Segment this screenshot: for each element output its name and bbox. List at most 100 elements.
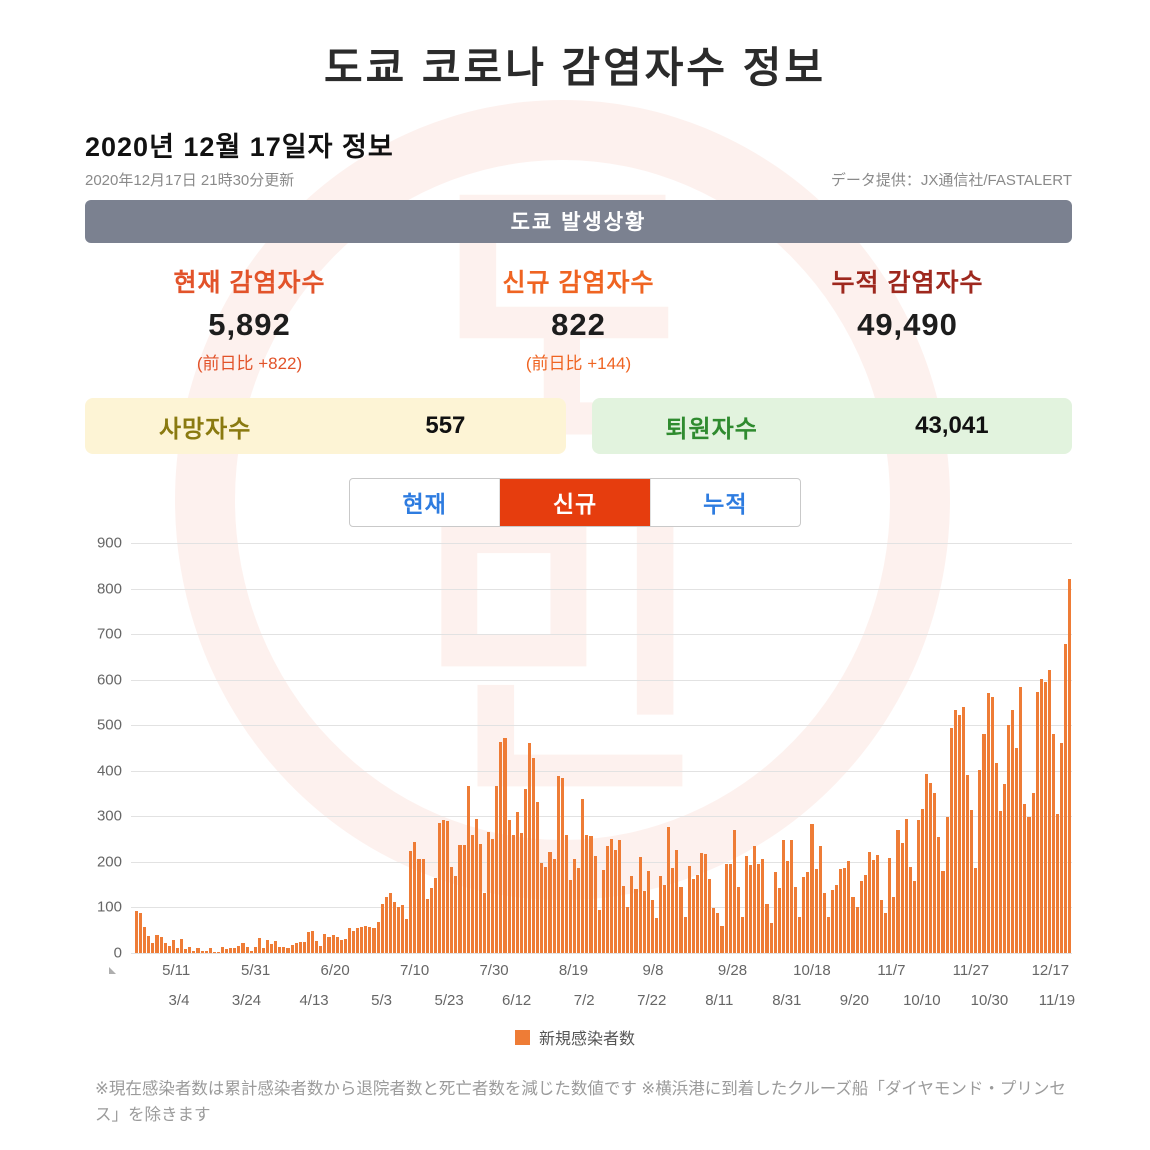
summary-boxes: 사망자수 557 퇴원자수 43,041 [85, 398, 1072, 454]
y-axis-tick-label: 200 [96, 853, 122, 871]
stat-cumulative-infections: 누적 감염자수 49,490 [743, 263, 1072, 374]
y-axis-tick-label: 900 [96, 534, 122, 552]
bar [220, 946, 225, 953]
bar [519, 833, 523, 953]
bar [282, 947, 286, 953]
bar [597, 909, 601, 953]
bar [237, 946, 241, 953]
bar [470, 834, 474, 953]
deaths-value: 557 [425, 412, 466, 439]
date-heading: 2020년 12월 17일자 정보 [85, 132, 394, 162]
axis-corner-icon [109, 967, 116, 974]
bar [384, 896, 388, 953]
x-axis-tick-label: 11/27 [952, 962, 990, 979]
bar [298, 941, 302, 953]
bar [744, 856, 749, 953]
x-axis-tick-label: 10/10 [903, 992, 941, 1009]
bar [847, 860, 851, 953]
bar [163, 942, 167, 953]
daily-new-cases-chart: 0 100 200 300 400 500 600 700 800 900 5/11 5/31 6/2… [85, 535, 1075, 1013]
bar [966, 774, 970, 953]
discharged-value: 43,041 [915, 412, 989, 439]
bar [515, 812, 519, 953]
bar [208, 948, 212, 953]
tab-current[interactable]: 현재 [402, 491, 447, 517]
bar [740, 917, 744, 953]
stat-change-note [743, 349, 1072, 369]
bar [528, 742, 532, 953]
bar [564, 834, 568, 953]
bar [851, 896, 855, 953]
bar [982, 733, 986, 953]
gridline [131, 543, 1072, 544]
bar [204, 950, 208, 953]
bar [274, 941, 278, 953]
bar [450, 867, 454, 953]
bar [908, 866, 912, 953]
gridline [131, 679, 1072, 681]
tab-cumulative[interactable]: 누적 [649, 479, 800, 526]
bar [335, 937, 339, 953]
bar [188, 946, 192, 953]
bar [1043, 681, 1047, 953]
bar [654, 917, 658, 953]
bar [601, 870, 605, 953]
bar [961, 707, 966, 953]
section-banner: 도쿄 발생상황 [85, 200, 1072, 243]
stat-value: 822 [551, 307, 606, 342]
bar [716, 912, 720, 953]
x-axis-tick-label: 5/23 [434, 992, 464, 1009]
discharged-box: 퇴원자수 43,041 [591, 398, 1072, 454]
bar [818, 845, 822, 953]
bar [302, 942, 306, 953]
x-axis-tick-label: 9/28 [717, 962, 748, 979]
bar [552, 859, 556, 953]
bar [487, 831, 491, 953]
bar [286, 947, 290, 953]
bar [1015, 748, 1019, 953]
bar [683, 916, 687, 953]
bar [253, 947, 257, 953]
bar [196, 948, 200, 953]
bar [888, 857, 892, 953]
bar [405, 918, 409, 953]
bar [704, 853, 708, 953]
y-axis-tick-label: 400 [96, 762, 122, 780]
bar [806, 872, 810, 953]
legend-swatch-icon [514, 1029, 530, 1045]
bar [151, 942, 155, 953]
bar [622, 885, 626, 953]
bar [925, 773, 929, 953]
gridline [131, 634, 1072, 636]
bar [249, 950, 253, 953]
bar [577, 868, 581, 953]
bar [859, 881, 863, 953]
bar [556, 775, 560, 953]
bar [1011, 710, 1015, 953]
bar [630, 875, 634, 953]
bar [777, 888, 781, 953]
bar [581, 798, 585, 953]
bar [507, 819, 511, 953]
bar [560, 777, 564, 953]
stat-value: 5,892 [208, 307, 291, 342]
bar [663, 885, 667, 953]
bar [478, 844, 482, 953]
bar [159, 936, 163, 953]
bar [454, 876, 458, 953]
bar [446, 820, 450, 953]
bar [437, 822, 442, 953]
bar [802, 877, 806, 953]
bar [429, 887, 433, 953]
bar [532, 757, 536, 953]
bar [912, 881, 916, 953]
stats-row: 현재 감염자수 5,892 (前日比 +822) 신규 감염자수 822 (前日… [85, 263, 1072, 374]
bar [671, 867, 675, 953]
bar [311, 931, 315, 953]
bar [270, 943, 274, 953]
y-axis-tick-label: 0 [113, 944, 122, 962]
bar [568, 879, 573, 953]
x-axis-tick-label: 10/18 [793, 962, 831, 979]
tab-new[interactable]: 신규 [499, 479, 650, 526]
bar [212, 951, 216, 953]
